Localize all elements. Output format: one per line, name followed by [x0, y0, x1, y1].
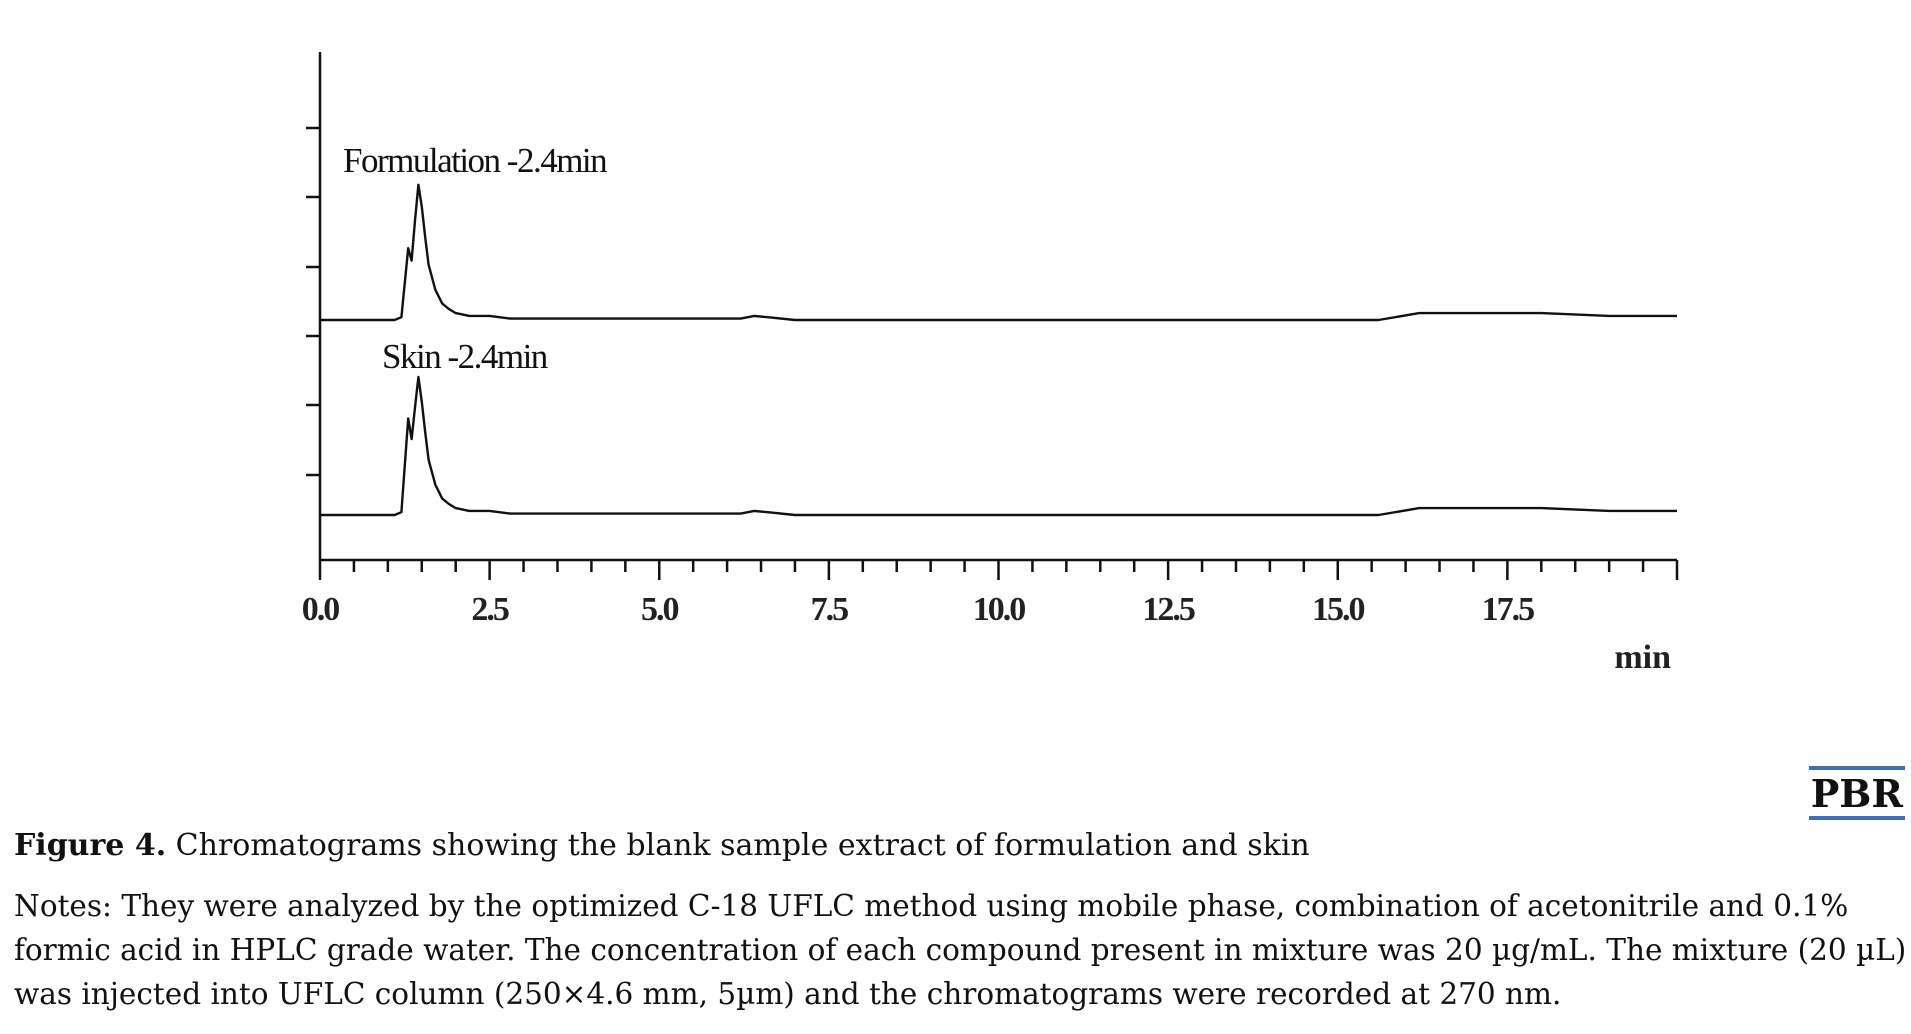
x-tick-label: 0.0 — [302, 591, 340, 628]
chart-traces — [320, 183, 1677, 517]
figure-caption: Figure 4. Chromatograms showing the blan… — [14, 826, 1904, 866]
logo-top-rule — [1808, 766, 1905, 770]
chromatogram-chart: 0.0 2.5 5.0 7.5 10.0 12.5 15.0 17.5 min Formulat… — [302, 52, 1679, 676]
logo-text: PBR — [1810, 771, 1903, 816]
notes-line: formic acid in HPLC grade water. The con… — [14, 933, 1907, 967]
figure-number: Figure 4. — [14, 828, 167, 863]
notes-line: Notes: They were analyzed by the optimiz… — [14, 889, 1849, 923]
x-tick-label: 15.0 — [1312, 591, 1365, 628]
peak-label: Formulation -2.4min — [343, 141, 607, 180]
logo-bottom-rule — [1808, 816, 1905, 820]
peak-label: Skin -2.4min — [382, 337, 548, 376]
chromatogram-trace — [320, 183, 1677, 322]
x-axis-label: min — [1614, 639, 1671, 676]
x-tick-label: 5.0 — [641, 591, 679, 628]
x-tick-label: 12.5 — [1142, 591, 1195, 628]
notes-line: was injected into UFLC column (250×4.6 m… — [14, 977, 1562, 1011]
chromatogram-trace — [320, 375, 1677, 517]
x-tick-label: 2.5 — [471, 591, 509, 628]
chromatogram-figure: 0.0 2.5 5.0 7.5 10.0 12.5 15.0 17.5 min Formulat… — [302, 52, 1679, 676]
figure-notes: Notes: They were analyzed by the optimiz… — [14, 884, 1907, 1016]
journal-logo: PBR — [1808, 766, 1905, 820]
x-tick-label: 17.5 — [1482, 591, 1535, 628]
x-tick-label: 10.0 — [973, 591, 1026, 628]
x-tick-label: 7.5 — [811, 591, 849, 628]
chart-labels: Formulation -2.4min Skin -2.4min — [343, 141, 609, 376]
caption-text: Chromatograms showing the blank sample e… — [166, 828, 1310, 863]
chart-axes: 0.0 2.5 5.0 7.5 10.0 12.5 15.0 17.5 min — [302, 52, 1679, 676]
